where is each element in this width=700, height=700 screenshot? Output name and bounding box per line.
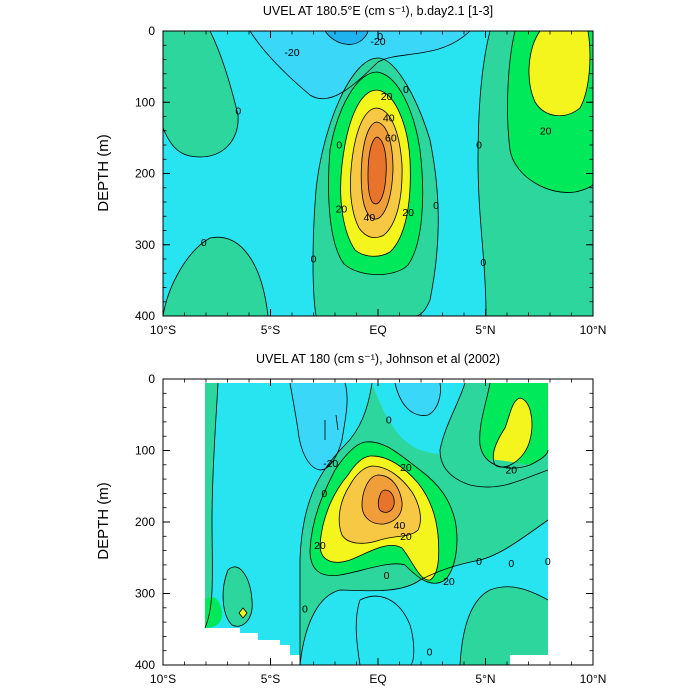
- contour-label: 0: [545, 556, 551, 568]
- contour-label: 20: [402, 207, 414, 219]
- top-right-yellow: [528, 31, 590, 116]
- contour-label: 0: [235, 105, 241, 117]
- contour-label: 0: [201, 237, 207, 249]
- top-xtick-label: 5°N: [475, 323, 495, 337]
- contour-label: 20: [505, 464, 517, 476]
- contour-label: 0: [302, 604, 308, 616]
- top-contour-lines: [163, 31, 593, 316]
- top-contour-fill: [163, 31, 593, 316]
- bottom-ytick-label: 200: [135, 515, 155, 529]
- contour-label: 20: [400, 531, 412, 543]
- bottom-xtick-label: 5°N: [475, 672, 495, 686]
- bottom-xtick-label: 10°N: [580, 672, 607, 686]
- top-eq-80-region: [368, 137, 387, 204]
- top-ytick-label: 0: [148, 24, 155, 38]
- top-ylabel: DEPTH (m): [95, 134, 112, 212]
- contour-label: 0: [403, 84, 409, 96]
- top-title: UVEL AT 180.5°E (cm s⁻¹), b.day2.1 [1-3]: [263, 4, 493, 18]
- contour-label: -20: [370, 36, 385, 48]
- contour-label: 60: [385, 132, 397, 144]
- bottom-eq-80-region: [378, 490, 395, 513]
- bottom-ytick-label: 400: [135, 658, 155, 672]
- top-xtick-label: 5°S: [261, 323, 280, 337]
- contour-label: 0: [433, 200, 439, 212]
- top-neg20-region: [250, 31, 470, 99]
- bottom-panel: UVEL AT 180 (cm s⁻¹), Johnson et al (200…: [95, 352, 606, 686]
- contour-label: 0: [384, 570, 390, 582]
- bottom-right-lower-green: [460, 586, 548, 665]
- bottom-left-green-small: [205, 596, 222, 628]
- top-ytick-label: 200: [135, 167, 155, 181]
- contour-label: 0: [508, 558, 514, 570]
- bottom-xtick-label: 10°S: [150, 672, 176, 686]
- contour-label: 20: [314, 540, 326, 552]
- contour-label: 20: [443, 576, 455, 588]
- contour-label: 40: [394, 520, 406, 532]
- contour-label: 0: [377, 31, 383, 43]
- bottom-xtick-label: 5°S: [261, 672, 280, 686]
- top-xtick-label: 10°S: [150, 323, 176, 337]
- contour-label: 40: [364, 212, 376, 224]
- bottom-contour-lines: [204, 382, 549, 665]
- contour-label: 0: [476, 556, 482, 568]
- top-xtick-label: 10°N: [580, 323, 607, 337]
- bottom-contour-fill: [205, 383, 548, 665]
- contour-label: 0: [480, 257, 486, 269]
- top-panel: UVEL AT 180.5°E (cm s⁻¹), b.day2.1 [1-3]: [95, 4, 606, 337]
- bottom-ytick-label: 0: [148, 372, 155, 386]
- contour-label: 0: [311, 254, 317, 266]
- contour-label: 40: [383, 112, 395, 124]
- bottom-title: UVEL AT 180 (cm s⁻¹), Johnson et al (200…: [256, 352, 500, 366]
- top-ytick-label: 400: [135, 309, 155, 323]
- bottom-ylabel: DEPTH (m): [95, 482, 112, 560]
- bottom-ytick-label: 100: [135, 444, 155, 458]
- top-left-green-upper: [163, 31, 239, 157]
- top-xtick-label: EQ: [369, 323, 386, 337]
- bottom-xtick-label: EQ: [369, 672, 386, 686]
- bottom-lower-cyan-strip: [356, 596, 414, 665]
- contour-label: -20: [323, 458, 338, 470]
- contour-label: 0: [476, 140, 482, 152]
- contour-label: 20: [540, 125, 552, 137]
- contour-label: -20: [284, 47, 299, 59]
- bottom-right-yellow: [493, 398, 532, 468]
- contour-label: 20: [381, 91, 393, 103]
- contour-label: 0: [321, 488, 327, 500]
- contour-label: 0: [427, 647, 433, 659]
- bottom-left-green-strip: [205, 383, 218, 628]
- bottom-neg20-patch: [290, 383, 348, 470]
- contour-label: 0: [386, 414, 392, 426]
- top-ytick-label: 300: [135, 238, 155, 252]
- top-ytick-label: 100: [135, 95, 155, 109]
- contour-label: 20: [400, 462, 412, 474]
- bottom-ytick-label: 300: [135, 587, 155, 601]
- top-neg40-region: [325, 31, 368, 45]
- contour-label: 20: [336, 204, 348, 216]
- contour-label: 0: [336, 140, 342, 152]
